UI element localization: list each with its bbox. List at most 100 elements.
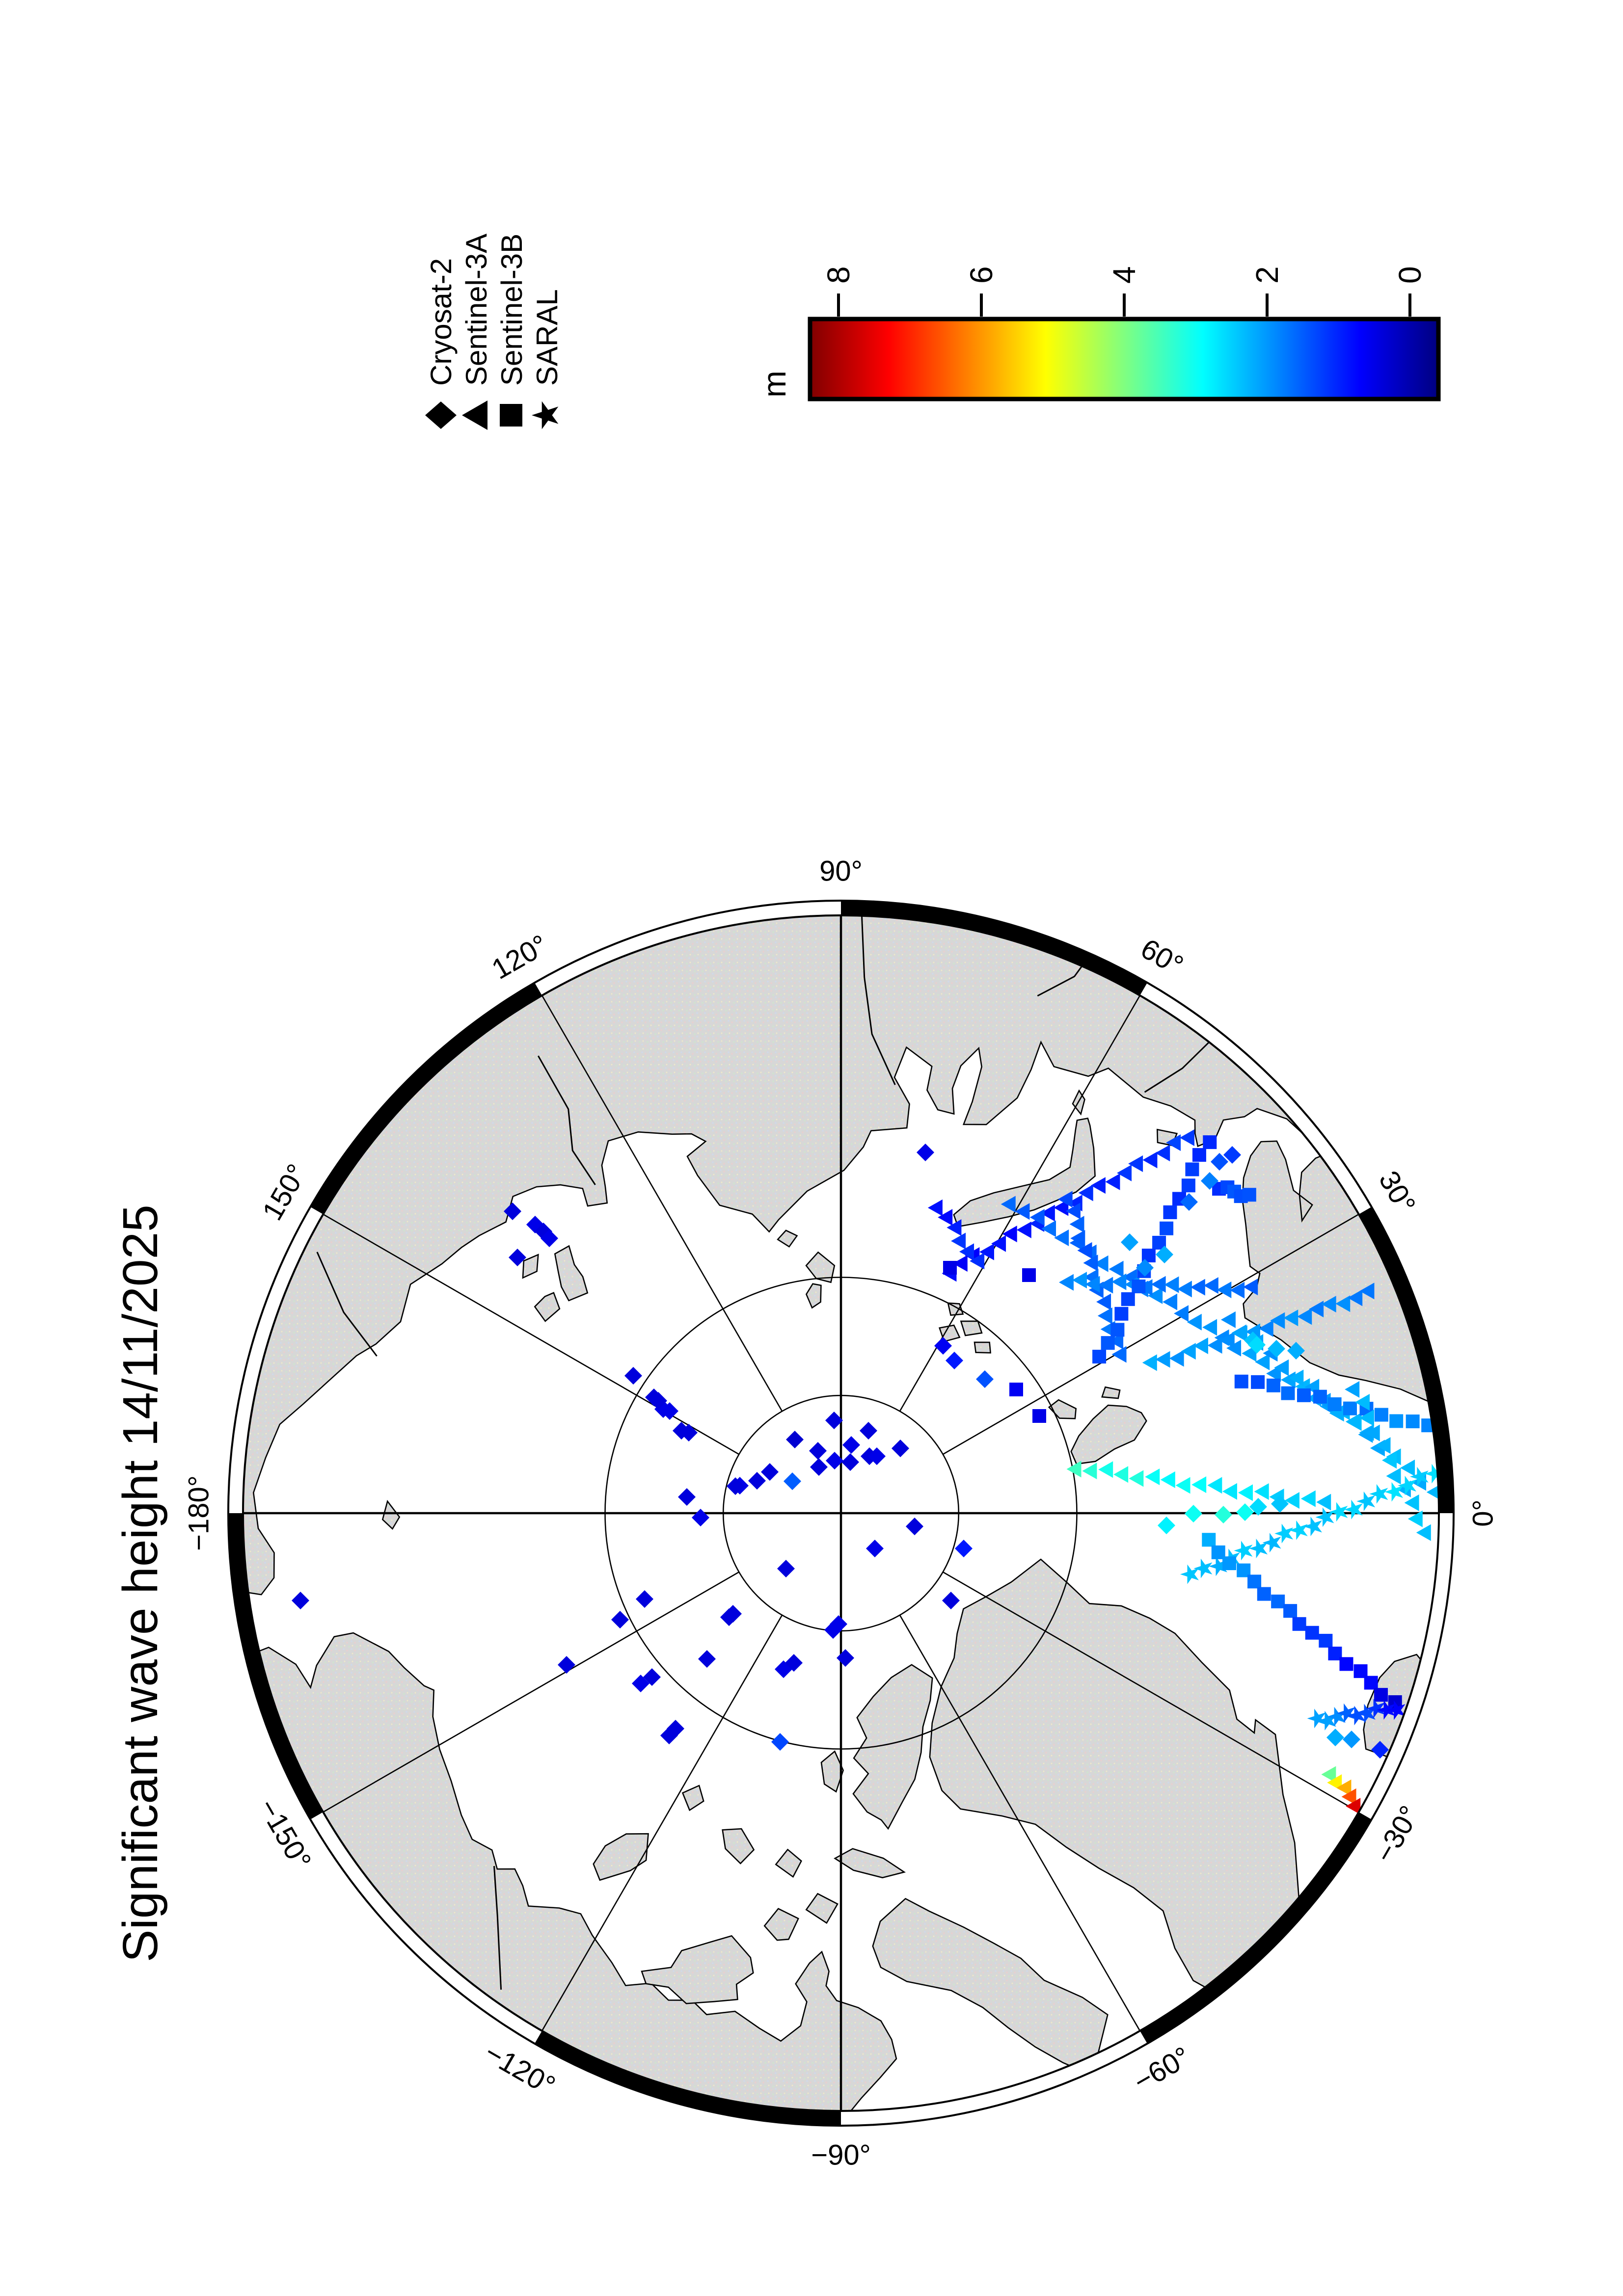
polar-map: 90° 60° 30° 0° −30° −60° −90° −120° −150… <box>183 855 1499 2171</box>
sentinel3a-marker-triangle <box>927 1199 943 1216</box>
cryosat2-marker-diamond <box>509 1249 526 1266</box>
sentinel3b-marker-square <box>1257 1587 1271 1601</box>
cryosat2-marker-diamond <box>866 1540 884 1557</box>
sentinel3a-marker-triangle <box>1072 1272 1087 1289</box>
sentinel3b-marker-square <box>1009 1383 1023 1396</box>
legend-marker-diamond-icon <box>425 401 457 429</box>
saral-marker-star <box>1193 1558 1213 1578</box>
sentinel3a-marker-triangle <box>1066 1461 1082 1478</box>
sentinel3a-marker-triangle <box>1404 1494 1419 1511</box>
sentinel3a-marker-triangle <box>1300 1490 1316 1507</box>
cryosat2-marker-diamond <box>946 1352 963 1369</box>
cryosat2-marker-diamond <box>917 1144 934 1161</box>
cryosat2-marker-diamond <box>1326 1729 1344 1746</box>
sentinel3b-marker-square <box>1266 1378 1280 1392</box>
cryosat2-marker-diamond <box>826 1452 843 1469</box>
sentinel3a-marker-triangle <box>1254 1483 1269 1500</box>
cryosat2-marker-diamond <box>636 1590 653 1608</box>
sentinel3a-marker-triangle <box>1321 1766 1336 1783</box>
sentinel3a-marker-triangle <box>1109 1333 1124 1350</box>
cryosat2-marker-diamond <box>1211 1153 1228 1171</box>
sentinel3b-marker-square <box>1211 1545 1225 1559</box>
sentinel3a-marker-triangle <box>1142 1354 1157 1371</box>
sentinel3a-marker-triangle <box>1001 1196 1016 1213</box>
sentinel3a-marker-triangle <box>1193 1337 1208 1354</box>
sentinel3a-marker-triangle <box>1346 1798 1361 1815</box>
colorbar: m 8 6 4 2 0 <box>756 266 1441 401</box>
sentinel3a-marker-triangle <box>1207 1337 1222 1354</box>
sentinel3b-marker-square <box>1121 1292 1135 1306</box>
sentinel3a-marker-triangle <box>1255 1353 1270 1370</box>
cryosat2-marker-diamond <box>1158 1517 1175 1534</box>
sentinel3a-marker-triangle <box>1041 1220 1056 1237</box>
sentinel3a-marker-triangle <box>1175 1477 1190 1494</box>
cryosat2-marker-diamond <box>837 1649 854 1667</box>
plot-title: Significant wave height 14/11/2025 <box>113 1204 168 1962</box>
cryosat2-marker-diamond <box>1185 1505 1202 1522</box>
cryosat2-marker-diamond <box>810 1458 828 1476</box>
sentinel3a-marker-triangle <box>1400 1459 1415 1476</box>
sentinel3a-marker-triangle <box>1097 1307 1112 1324</box>
cryosat2-marker-diamond <box>643 1668 661 1686</box>
meridian-label-30: 30° <box>1373 1166 1422 1219</box>
cryosat2-marker-diamond <box>1215 1506 1232 1523</box>
cryosat2-marker-diamond <box>698 1650 716 1668</box>
sentinel3a-marker-triangle <box>1111 1346 1127 1363</box>
sentinel3b-marker-square <box>1192 1148 1206 1162</box>
sentinel3a-marker-triangle <box>991 1235 1006 1252</box>
sentinel3a-marker-triangle <box>952 1255 968 1272</box>
coastline-polygon <box>834 1848 906 1878</box>
sentinel3b-marker-square <box>1327 1397 1342 1411</box>
sentinel3a-marker-triangle <box>1069 1216 1084 1233</box>
cryosat2-marker-diamond <box>1268 1340 1285 1358</box>
legend-label-sentinel3b: Sentinel-3B <box>495 234 528 386</box>
sentinel3b-marker-square <box>1374 1408 1388 1422</box>
saral-marker-star <box>1327 1707 1346 1727</box>
sentinel3a-marker-triangle <box>1345 1381 1360 1398</box>
legend-label-cryosat2: Cryosat-2 <box>425 258 458 386</box>
sentinel3a-marker-triangle <box>1226 1339 1242 1357</box>
saral-marker-star <box>1249 1538 1268 1558</box>
map-frame <box>227 900 1455 2127</box>
sentinel3a-marker-triangle <box>1386 1468 1401 1485</box>
sentinel3b-marker-square <box>1160 1221 1174 1235</box>
sentinel3b-marker-square <box>1222 1556 1237 1571</box>
coastline-polygon <box>852 1664 933 1830</box>
sentinel3a-marker-triangle <box>1222 1483 1237 1500</box>
colorbar-tick-6: 6 <box>964 266 999 284</box>
saral-marker-star <box>1424 1464 1439 1484</box>
sentinel3a-marker-triangle <box>1359 1282 1375 1300</box>
cryosat2-marker-diamond <box>842 1436 860 1454</box>
cryosat2-marker-diamond <box>942 1592 960 1609</box>
saral-marker-star <box>1369 1484 1388 1504</box>
sentinel3a-marker-triangle <box>1243 1279 1258 1296</box>
coastline-polygon <box>681 1785 704 1812</box>
meridian-label-90: 90° <box>819 855 863 887</box>
saral-marker-star <box>1344 1499 1363 1520</box>
sentinel3b-marker-square <box>1328 1646 1342 1660</box>
cryosat2-marker-diamond <box>976 1370 994 1388</box>
sentinel3a-marker-triangle <box>1151 1276 1166 1293</box>
cryosat2-marker-diamond <box>558 1656 575 1674</box>
sentinel3a-marker-triangle <box>1058 1274 1074 1291</box>
coastline-polygon <box>938 1324 961 1342</box>
cryosat2-marker-diamond <box>724 1605 742 1623</box>
sentinel3a-marker-triangle <box>1217 1281 1232 1298</box>
sentinel3a-marker-triangle <box>959 1243 974 1260</box>
coastline-polygon <box>593 1833 649 1881</box>
sentinel3a-marker-triangle <box>1203 1277 1218 1294</box>
cryosat2-marker-diamond <box>777 1560 795 1577</box>
sentinel3a-marker-triangle <box>1096 1293 1111 1310</box>
sentinel3a-marker-triangle <box>1113 1466 1129 1483</box>
meridian-label--180: −180° <box>183 1475 215 1551</box>
cryosat2-marker-diamond <box>624 1367 642 1385</box>
saral-marker-star <box>1384 1482 1404 1502</box>
frame-black-segment <box>1140 1812 1372 2044</box>
saral-marker-star <box>1409 1467 1429 1487</box>
sentinel3b-marker-square <box>943 1261 957 1275</box>
colorbar-tick-4: 4 <box>1107 266 1142 284</box>
sentinel3a-marker-triangle <box>1270 1312 1285 1329</box>
cryosat2-marker-diamond <box>649 1392 667 1410</box>
sentinel3a-marker-triangle <box>1155 1351 1170 1368</box>
sentinel3b-marker-square <box>1374 1688 1388 1702</box>
